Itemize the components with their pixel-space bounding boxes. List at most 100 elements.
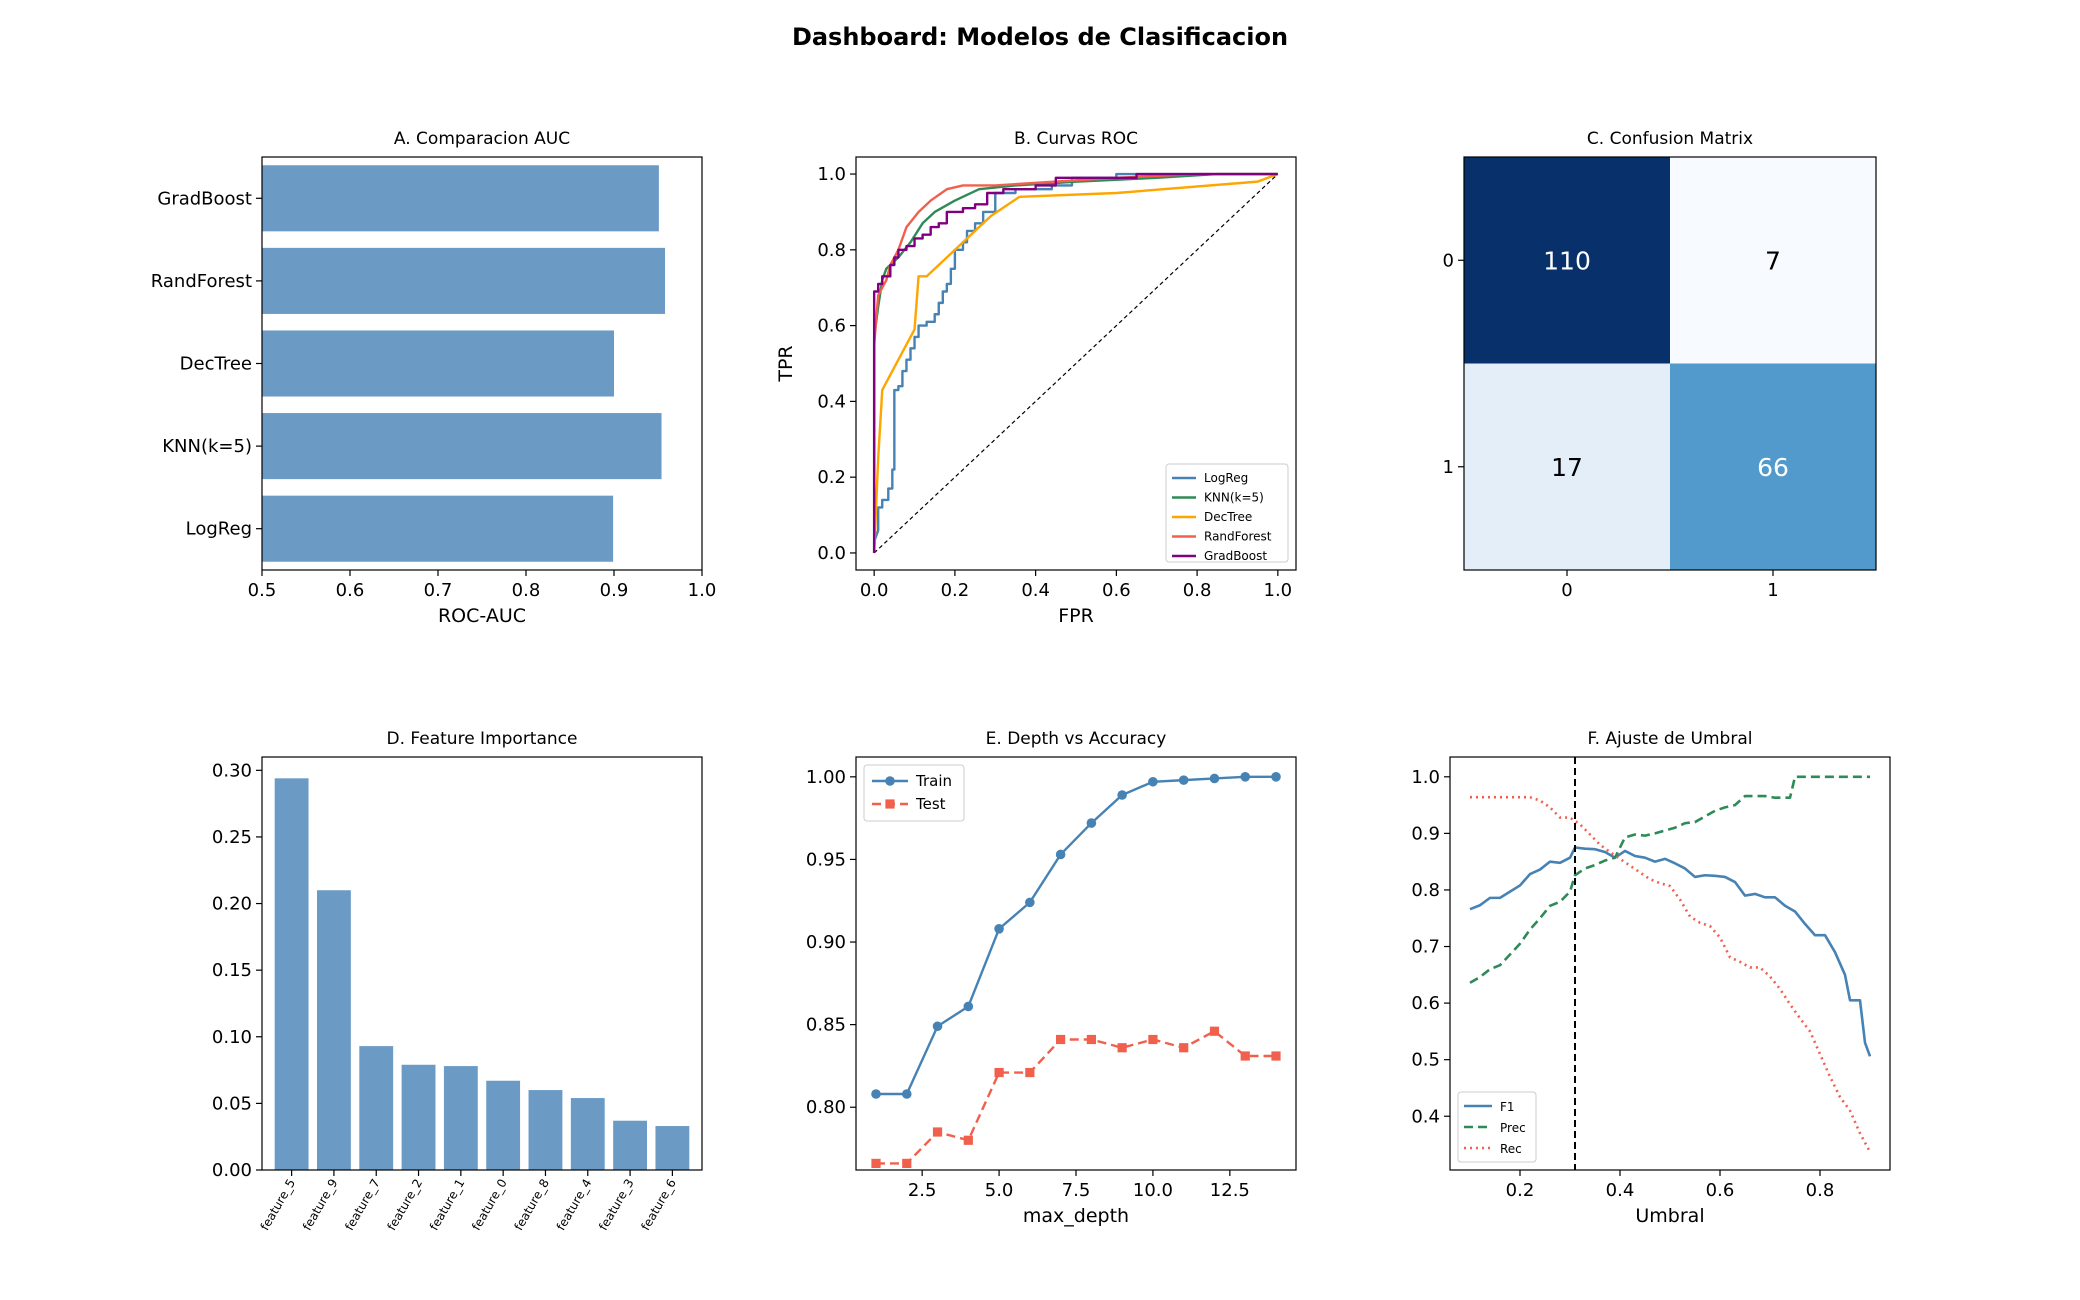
depth-point-train [994,924,1004,934]
auc-x-tick: 1.0 [688,580,717,601]
depth-point-test [1056,1034,1066,1045]
threshold-x-label: Umbral [1635,1205,1704,1227]
depth-y-tick: 0.80 [806,1097,846,1118]
threshold-y-tick: 0.6 [1411,993,1440,1014]
depth-point-test [871,1158,881,1168]
roc-x-tick: 0.4 [1021,580,1050,601]
importance-category-label: feature_4 [554,1177,595,1233]
roc-x-tick: 1.0 [1264,580,1293,601]
roc-chart-title: B. Curvas ROC [1014,129,1138,149]
roc-legend-label: KNN(k=5) [1204,491,1264,505]
depth-point-test [1179,1043,1189,1053]
depth-point-test [1086,1034,1096,1045]
depth-point-train [1025,897,1035,908]
depth-legend-label: Train [915,772,952,790]
importance-y-tick: 0.00 [212,1160,252,1181]
depth-point-train [1148,776,1158,787]
auc-category-label: RandForest [151,271,252,292]
panel-confusion-matrix: 110 7 17 66 0 1 0 1 C. Confusion Matrix [1443,129,1877,601]
confusion-cell [1670,157,1876,364]
confusion-cell [1464,363,1670,570]
auc-category-label: KNN(k=5) [162,436,252,457]
roc-legend-label: GradBoost [1204,549,1267,563]
roc-line-logreg [872,172,1278,553]
importance-chart-title: D. Feature Importance [387,729,578,749]
importance-category-label: feature_0 [469,1177,510,1233]
depth-x-tick: 7.5 [1062,1180,1091,1201]
threshold-legend-box [1457,1091,1537,1163]
auc-bar-randforest [262,247,666,314]
auc-category-label: GradBoost [157,188,252,209]
importance-axes-frame [261,756,703,1171]
roc-axes-frame [855,156,1297,571]
threshold-x-tick: 0.4 [1606,1180,1635,1201]
auc-x-tick: 0.6 [336,580,365,601]
roc-x-tick: 0.6 [1102,580,1131,601]
depth-y-tick: 1.00 [806,767,846,788]
auc-bar-logreg [262,495,614,562]
auc-bar-gradboost [262,165,659,232]
auc-x-tick: 0.8 [512,580,541,601]
importance-bar-feature-4 [570,1098,605,1170]
depth-point-test [963,1135,973,1145]
importance-y-tick: 0.15 [212,960,252,981]
depth-point-test [902,1158,912,1168]
importance-y-tick: 0.05 [212,1093,252,1114]
importance-category-label: feature_3 [596,1177,637,1233]
confusion-cell-value: 7 [1765,246,1781,275]
depth-y-tick: 0.85 [806,1015,846,1036]
threshold-y-tick: 1.0 [1411,767,1440,788]
dashboard-title: Dashboard: Modelos de Clasificacion [792,23,1288,51]
threshold-line-f1 [1469,846,1872,1057]
roc-x-tick: 0.8 [1183,580,1212,601]
confusion-cell-value: 17 [1551,453,1583,482]
auc-category-label: DecTree [180,354,252,375]
roc-x-tick: 0.0 [860,580,889,601]
depth-point-test [932,1127,943,1137]
depth-line-train [876,775,1276,1096]
depth-point-train [1209,773,1220,784]
depth-point-train [1271,772,1281,782]
confusion-axes-frame [1463,156,1877,571]
auc-x-tick: 0.5 [248,580,277,601]
importance-bar-feature-3 [613,1120,647,1170]
roc-legend: LogReg KNN(k=5) DecTree RandForest GradBoost [1165,463,1289,563]
depth-legend: Train Test [863,764,965,822]
depth-legend-marker [885,776,895,786]
roc-x-label: FPR [1058,605,1094,627]
importance-category-label: feature_7 [342,1177,383,1233]
depth-point-train [963,1001,974,1012]
importance-bar-feature-2 [401,1064,436,1170]
depth-point-train [1240,772,1251,782]
depth-x-tick: 2.5 [908,1180,937,1201]
roc-legend-box [1165,463,1289,563]
importance-bar-feature-1 [443,1066,478,1170]
importance-bar-feature-8 [528,1090,563,1170]
importance-category-label: feature_6 [638,1177,679,1233]
roc-y-tick: 0.4 [817,391,846,412]
auc-x-tick: 0.7 [424,580,453,601]
depth-point-test [1148,1034,1158,1045]
panel-threshold-tuning: 0.2 0.4 0.6 0.8 0.4 0.5 0.6 0.7 0.8 0.9 1.0 F. Ajus… [1411,729,1891,1227]
confusion-chart-title: C. Confusion Matrix [1587,129,1753,149]
depth-x-tick: 12.5 [1210,1180,1250,1201]
threshold-chart-title: F. Ajuste de Umbral [1588,729,1753,749]
depth-line-test [876,1029,1276,1165]
roc-y-tick: 0.8 [817,240,846,261]
confusion-cell [1464,157,1670,364]
auc-x-label: ROC-AUC [438,605,526,627]
threshold-x-tick: 0.6 [1706,1180,1735,1201]
confusion-cell [1670,363,1876,570]
confusion-x-tick: 0 [1561,580,1572,601]
confusion-y-tick: 0 [1443,250,1454,271]
importance-category-label: feature_8 [511,1177,552,1233]
confusion-cell-value: 66 [1757,453,1789,482]
roc-line-randforest [872,172,1278,553]
importance-category-label: feature_1 [427,1177,468,1233]
importance-bar-feature-7 [359,1046,394,1170]
importance-category-label: feature_2 [385,1177,426,1233]
confusion-y-tick: 1 [1443,457,1454,478]
depth-axes-frame [855,756,1297,1171]
auc-x-tick: 0.9 [600,580,629,601]
